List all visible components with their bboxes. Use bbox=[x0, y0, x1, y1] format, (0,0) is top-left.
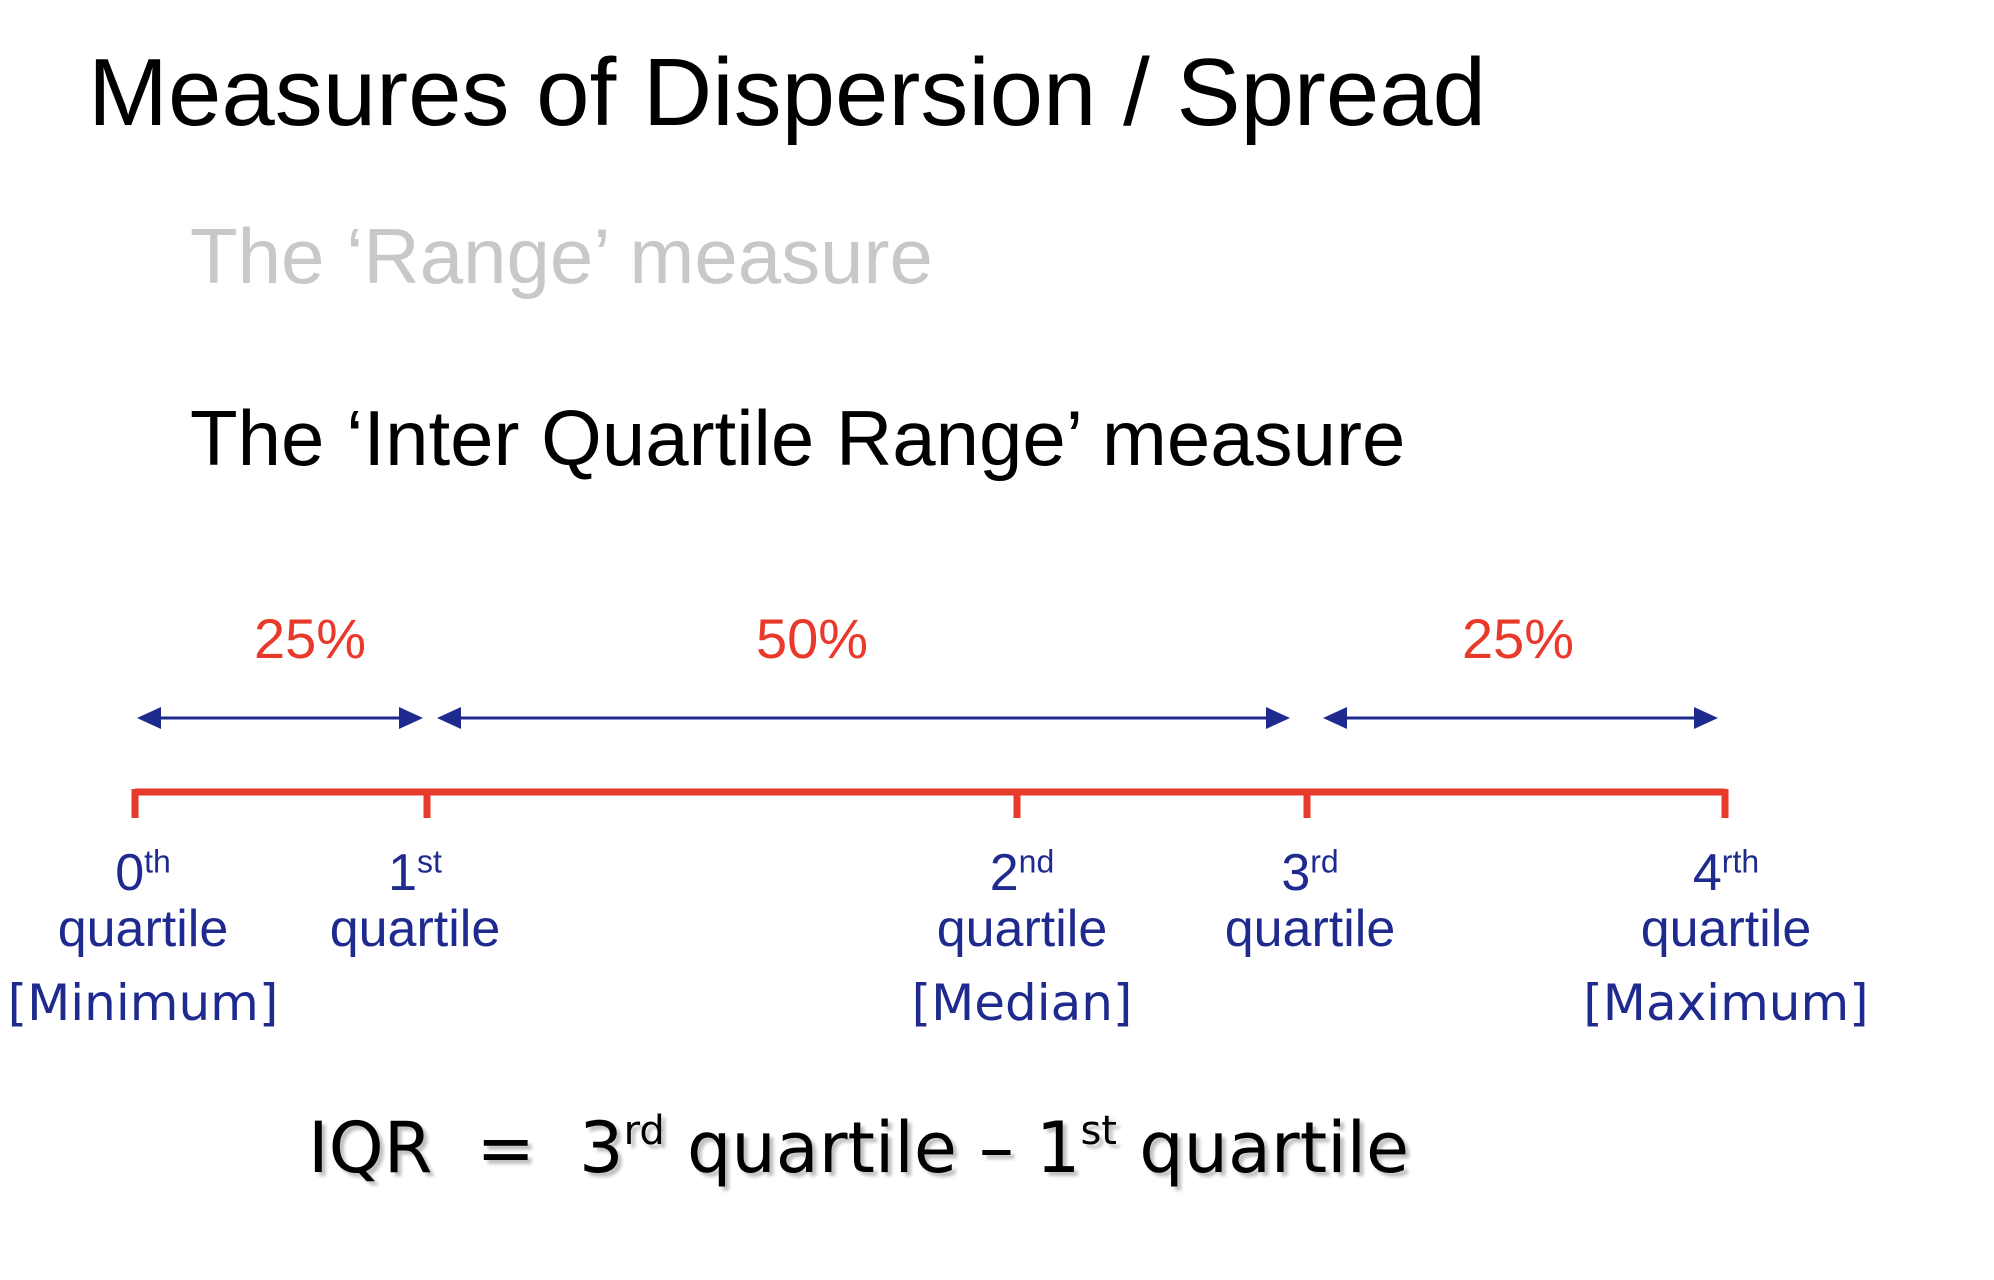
quartile-number-3: 3rd bbox=[1281, 843, 1339, 902]
formula-third-word: quartile bbox=[687, 1107, 957, 1189]
formula-third-suffix: rd bbox=[623, 1108, 665, 1154]
slide-title: Measures of Dispersion / Spread bbox=[88, 39, 1486, 146]
quartile-note-maximum: [Maximum] bbox=[1583, 973, 1869, 1032]
percent-label-lower: 25% bbox=[253, 607, 367, 670]
arrow-lower-25-percent-right-head bbox=[399, 707, 423, 729]
formula-third-number: 3 bbox=[579, 1107, 624, 1189]
quartile-note-minimum: [Minimum] bbox=[7, 973, 279, 1032]
arrow-middle-50-percent-right-head bbox=[1266, 707, 1290, 729]
quartile-note-median: [Median] bbox=[911, 973, 1133, 1032]
quartile-number-0: 0th bbox=[115, 843, 171, 902]
quartile-label-1: 1st quartile bbox=[329, 843, 501, 958]
percent-label-upper: 25% bbox=[1461, 607, 1575, 670]
arrow-upper-25-percent-left-head bbox=[1323, 707, 1347, 729]
quartile-number-2: 2nd bbox=[989, 843, 1055, 902]
formula-minus: – bbox=[978, 1107, 1014, 1189]
arrow-lower-25-percent-left-head bbox=[137, 707, 161, 729]
quartile-word-3: quartile bbox=[1224, 899, 1396, 958]
quartile-number-4: 4rth bbox=[1692, 843, 1760, 902]
quartile-word-2: quartile bbox=[936, 899, 1108, 958]
quartile-word-4: quartile bbox=[1640, 899, 1812, 958]
quartile-label-3: 3rd quartile bbox=[1224, 843, 1396, 958]
quartile-number-1: 1st bbox=[388, 843, 442, 902]
quartile-word-0: quartile bbox=[57, 899, 229, 958]
formula-first-suffix: st bbox=[1080, 1108, 1117, 1154]
quartile-label-4: 4rth quartile [Maximum] bbox=[1583, 843, 1869, 1032]
percent-arrows bbox=[137, 707, 1718, 729]
quartile-label-2: 2nd quartile [Median] bbox=[911, 843, 1133, 1032]
formula-equals: = bbox=[476, 1107, 536, 1189]
quartile-label-0: 0th quartile [Minimum] bbox=[7, 843, 279, 1032]
formula-first-word: quartile bbox=[1139, 1107, 1410, 1189]
formula-lhs: IQR bbox=[308, 1107, 433, 1189]
subtitle-range-measure: The ‘Range’ measure bbox=[190, 212, 933, 300]
arrow-upper-25-percent-right-head bbox=[1694, 707, 1718, 729]
formula-first-number: 1 bbox=[1035, 1107, 1081, 1189]
subtitle-iqr-measure: The ‘Inter Quartile Range’ measure bbox=[190, 394, 1406, 482]
iqr-formula: IQR = 3rd quartile –1st quartile bbox=[308, 1110, 1409, 1187]
percent-label-middle: 50% bbox=[755, 607, 869, 670]
arrow-middle-50-percent-left-head bbox=[437, 707, 461, 729]
quartile-axis bbox=[131, 788, 1729, 818]
quartile-word-1: quartile bbox=[329, 899, 501, 958]
